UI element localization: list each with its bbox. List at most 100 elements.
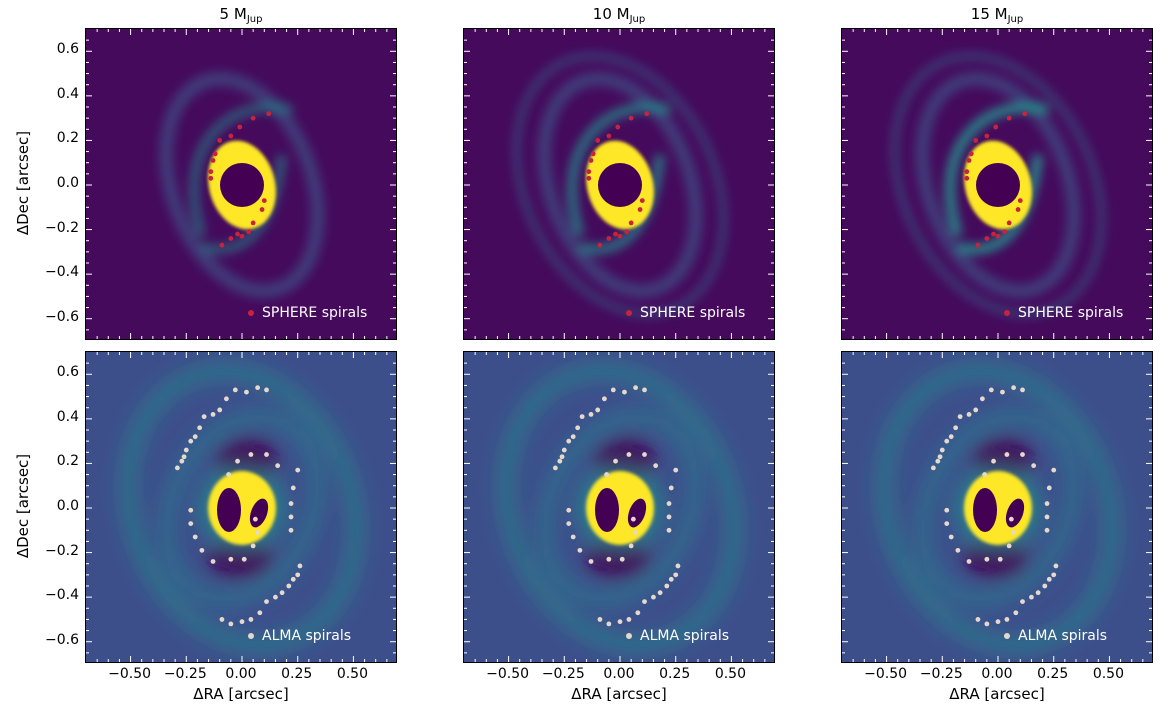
alma-spiral-point <box>188 521 194 526</box>
x-tick-label: −0.25 <box>919 666 963 682</box>
alma-spiral-point <box>604 472 610 477</box>
legend-label: SPHERE spirals <box>262 305 368 321</box>
legend-label: SPHERE spirals <box>640 305 746 321</box>
sphere-spiral-point <box>237 124 243 130</box>
title-subscript: Jup <box>1007 14 1024 25</box>
alma-spiral-point <box>273 594 278 600</box>
alma-spiral-point <box>199 547 205 553</box>
sphere-spiral-point <box>246 229 252 235</box>
y-tick-label: 0.4 <box>56 85 79 102</box>
alma-spiral-point <box>1051 467 1057 473</box>
y-tick-label: 0.0 <box>56 498 79 514</box>
alma-spiral-point <box>295 467 301 473</box>
alma-spiral-point <box>1006 543 1012 549</box>
legend-marker <box>626 633 632 639</box>
sphere-spiral-point <box>235 231 240 237</box>
alma-spiral-point <box>264 387 269 393</box>
alma-spiral-point <box>948 534 954 540</box>
alma-spiral-point <box>975 617 981 622</box>
x-tick-label: 0.25 <box>281 666 313 682</box>
sphere-spiral-point <box>208 169 214 175</box>
sphere-spiral-point <box>639 198 645 204</box>
sphere-spiral-point <box>208 175 214 181</box>
alma-spiral-point <box>606 556 612 562</box>
alma-spiral-point <box>232 387 238 393</box>
legend-marker <box>1004 633 1010 639</box>
alma-spiral-point <box>244 389 249 395</box>
alma-spiral-point <box>1029 594 1034 600</box>
sphere-spiral-point <box>250 115 256 121</box>
alma-spiral-point <box>1053 563 1059 569</box>
alma-spiral-point <box>1044 501 1050 506</box>
sphere-spiral-point <box>588 158 594 163</box>
alma-spiral-point <box>633 385 638 391</box>
alma-spiral-point <box>1031 463 1037 469</box>
sphere-spiral-point <box>624 229 630 235</box>
sphere-spiral-point <box>1017 198 1023 204</box>
alma-spiral-point <box>201 414 207 420</box>
sphere-spiral-point <box>984 236 990 241</box>
alma-spiral-point <box>991 458 996 464</box>
alma-spiral-point <box>1044 527 1050 533</box>
legend: ALMA spirals <box>248 628 351 644</box>
alma-spiral-point <box>295 572 301 578</box>
alma-spiral-point <box>1004 452 1010 457</box>
sphere-spiral-point <box>1015 207 1021 212</box>
alma-spiral-point <box>930 465 936 471</box>
alma-spiral-point <box>1046 485 1052 491</box>
panel-2 <box>463 28 775 340</box>
legend-marker <box>248 310 254 316</box>
alma-spiral-point <box>288 527 294 533</box>
x-tick-label: −0.25 <box>163 666 207 682</box>
sphere-spiral-point <box>615 124 621 130</box>
alma-spiral-point <box>966 559 972 564</box>
alma-spiral-point <box>566 507 572 513</box>
alma-spiral-point <box>642 599 647 604</box>
alma-spiral-point <box>937 454 943 460</box>
alma-spiral-point <box>566 438 572 444</box>
alma-spiral-point <box>197 425 203 431</box>
alma-spiral-point <box>181 454 187 460</box>
image-plot <box>86 352 396 662</box>
alma-spiral-point <box>1013 610 1019 616</box>
alma-spiral-point <box>984 621 990 627</box>
alma-spiral-point <box>973 407 979 413</box>
x-tick-label: 0.50 <box>714 666 746 682</box>
image-plot <box>86 29 396 339</box>
y-tick-label: 0.4 <box>56 408 79 425</box>
y-tick-label: −0.6 <box>45 308 79 325</box>
alma-spiral-point <box>248 452 254 457</box>
disk-emission <box>159 71 325 299</box>
y-axis-label: ΔDec [arcsec] <box>14 453 32 559</box>
alma-spiral-point <box>255 385 260 391</box>
sphere-spiral-point <box>586 169 592 175</box>
sphere-spiral-point <box>984 133 990 139</box>
dark-lobe <box>595 488 619 532</box>
sphere-spiral-point <box>617 233 623 239</box>
alma-spiral-point <box>210 412 216 417</box>
alma-spiral-point <box>192 534 198 540</box>
alma-spiral-point <box>174 465 180 471</box>
alma-spiral-point <box>288 501 294 506</box>
sphere-spiral-point <box>991 231 996 237</box>
y-tick-label: −0.2 <box>45 542 79 559</box>
panel-title: 5 MJup <box>85 5 397 25</box>
title-text: 10 M <box>592 5 630 23</box>
alma-spiral-point <box>642 452 647 457</box>
legend: SPHERE spirals <box>1004 305 1123 321</box>
legend: SPHERE spirals <box>248 305 367 321</box>
alma-spiral-point <box>570 434 576 440</box>
sphere-spiral-point <box>228 133 234 139</box>
x-tick-label: 0.50 <box>1092 666 1124 682</box>
alma-spiral-point <box>619 556 625 562</box>
sphere-spiral-point <box>966 158 972 163</box>
alma-spiral-point <box>1000 389 1005 395</box>
alma-spiral-point <box>264 599 269 604</box>
sphere-spiral-point <box>597 242 603 248</box>
alma-spiral-point <box>290 485 296 491</box>
alma-spiral-point <box>642 387 647 393</box>
alma-spiral-point <box>575 425 581 431</box>
sphere-spiral-point <box>1002 229 1008 235</box>
panel-5 <box>463 351 775 663</box>
y-tick-label: 0.2 <box>56 130 79 147</box>
